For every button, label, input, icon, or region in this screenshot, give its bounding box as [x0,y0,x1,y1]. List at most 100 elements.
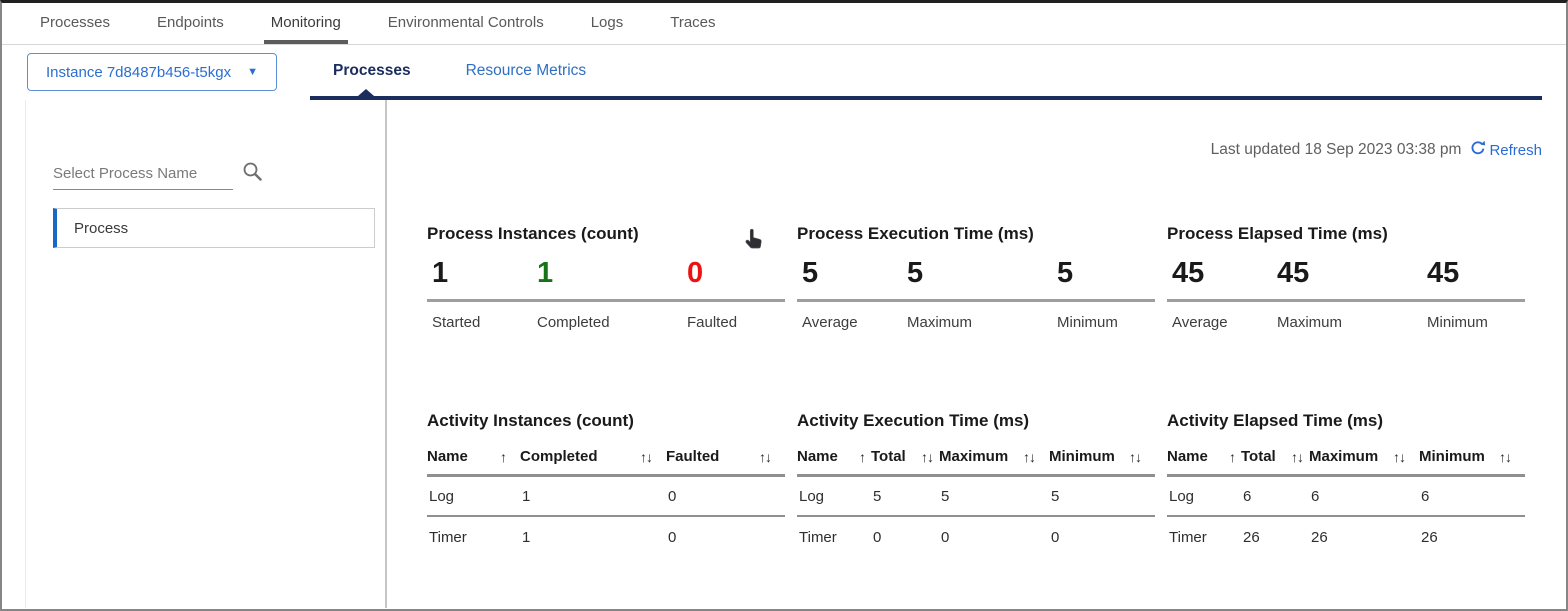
column-label: Minimum [1419,448,1485,465]
cell-maximum: 5 [941,487,950,505]
tab-logs[interactable]: Logs [590,13,624,31]
cell-maximum: 6 [1311,487,1320,505]
sort-icon: ↑↓ [1291,448,1304,465]
activity-tables-row: Activity Instances (count) Name ↑ Comple… [427,411,1525,557]
cell-completed: 1 [522,528,531,546]
refresh-label: Refresh [1489,141,1542,159]
refresh-button[interactable]: Refresh [1470,140,1542,160]
metric-divider-bar [1167,299,1525,302]
metric-labels: Average Maximum Minimum [1167,302,1525,331]
process-name-label: Process [74,219,129,237]
search-input[interactable] [53,165,233,190]
metric-values: 5 5 5 [797,244,1155,288]
column-header-minimum[interactable]: Minimum ↑↓ [1419,448,1525,465]
column-header-maximum[interactable]: Maximum ↑↓ [1309,448,1419,465]
column-header-total[interactable]: Total ↑↓ [871,448,939,465]
metric-label: Average [802,314,858,331]
metric-value-faulted: 0 [687,257,704,289]
cell-total: 0 [873,528,882,546]
content-area: Process Last updated 18 Sep 2023 03:38 p… [0,100,1568,608]
cell-faulted: 0 [668,528,677,546]
metric-label: Minimum [1427,314,1488,331]
metric-labels: Started Completed Faulted [427,302,785,331]
metric-label: Started [432,314,481,331]
search-icon[interactable] [241,160,263,187]
metric-value-started: 1 [432,257,449,289]
cell-name: Log [429,487,455,505]
column-label: Name [797,448,838,465]
card-process-instances: Process Instances (count) 1 1 0 Started … [427,224,785,331]
card-process-elapsed-time: Process Elapsed Time (ms) 45 45 45 Avera… [1167,224,1525,331]
column-label: Maximum [939,448,1009,465]
column-header-completed[interactable]: Completed ↑↓ [520,448,666,465]
last-updated-text: Last updated 18 Sep 2023 03:38 pm [1210,141,1462,158]
column-label: Total [871,448,906,465]
subtab-processes[interactable]: Processes [333,61,411,79]
cell-faulted: 0 [668,487,677,505]
activity-instances-table: Activity Instances (count) Name ↑ Comple… [427,411,785,557]
metric-value-maximum: 5 [907,257,924,289]
toolbar: Instance 7d8487b456-t5kgx ▼ Processes Re… [0,45,1568,100]
chevron-down-icon: ▼ [247,65,259,78]
metric-label: Completed [537,314,610,331]
metric-values: 1 1 0 [427,244,785,288]
cell-minimum: 6 [1421,487,1430,505]
table-row: Log 5 5 5 [797,477,1155,517]
column-label: Name [427,448,468,465]
metric-value-minimum: 5 [1057,257,1074,289]
column-header-name[interactable]: Name ↑ [1167,448,1241,465]
sort-icon: ↑↓ [759,448,772,465]
sort-icon: ↑↓ [921,448,934,465]
activity-elapsed-time-table: Activity Elapsed Time (ms) Name ↑ Total … [1167,411,1525,557]
column-header-name[interactable]: Name ↑ [797,448,871,465]
card-process-execution-time: Process Execution Time (ms) 5 5 5 Averag… [797,224,1155,331]
top-nav-bar: Processes Endpoints Monitoring Environme… [0,0,1568,45]
sort-icon: ↑↓ [1499,448,1512,465]
metric-value-average: 5 [802,257,819,289]
hand-pointer-cursor [743,227,765,256]
activity-execution-time-table: Activity Execution Time (ms) Name ↑ Tota… [797,411,1155,557]
cell-maximum: 26 [1311,528,1328,546]
metric-divider-bar [427,299,785,302]
table-row: Timer 26 26 26 [1167,517,1525,557]
column-label: Total [1241,448,1276,465]
column-label: Minimum [1049,448,1115,465]
column-label: Faulted [666,448,720,465]
column-header-total[interactable]: Total ↑↓ [1241,448,1309,465]
metric-cards-row: Process Instances (count) 1 1 0 Started … [427,224,1525,331]
metric-label: Maximum [1277,314,1343,331]
column-header-maximum[interactable]: Maximum ↑↓ [939,448,1049,465]
subtab-resource-metrics[interactable]: Resource Metrics [465,61,587,79]
column-header-faulted[interactable]: Faulted ↑↓ [666,448,785,465]
cell-name: Timer [1169,528,1207,546]
tab-traces[interactable]: Traces [670,13,716,31]
instance-selector-dropdown[interactable]: Instance 7d8487b456-t5kgx ▼ [27,53,277,91]
metric-label: Faulted [687,314,738,331]
tab-environmental-controls[interactable]: Environmental Controls [387,13,544,31]
sort-icon: ↑↓ [1129,448,1142,465]
process-list-item[interactable]: Process [53,208,375,248]
tab-monitoring[interactable]: Monitoring [263,0,348,44]
table-title: Activity Execution Time (ms) [797,411,1030,430]
column-label: Name [1167,448,1208,465]
metric-value-minimum: 45 [1427,257,1460,289]
cell-minimum: 26 [1421,528,1438,546]
card-title: Process Instances (count) [427,224,639,243]
cell-minimum: 5 [1051,487,1060,505]
status-row: Last updated 18 Sep 2023 03:38 pm Refres… [1211,140,1542,160]
tab-processes[interactable]: Processes [40,13,111,31]
cell-name: Log [1169,487,1195,505]
sort-icon: ↑↓ [1023,448,1036,465]
active-subtab-notch [358,89,374,96]
table-header-row: Name ↑ Completed ↑↓ Faulted ↑↓ [427,448,785,477]
card-title: Process Execution Time (ms) [797,224,1034,243]
column-header-minimum[interactable]: Minimum ↑↓ [1049,448,1155,465]
cell-total: 6 [1243,487,1252,505]
table-title: Activity Elapsed Time (ms) [1167,411,1384,430]
column-header-name[interactable]: Name ↑ [427,448,520,465]
cell-name: Timer [799,528,837,546]
sort-asc-icon: ↑ [1229,448,1236,465]
metric-label: Minimum [1057,314,1118,331]
metric-label: Average [1172,314,1228,331]
tab-endpoints[interactable]: Endpoints [157,13,224,31]
